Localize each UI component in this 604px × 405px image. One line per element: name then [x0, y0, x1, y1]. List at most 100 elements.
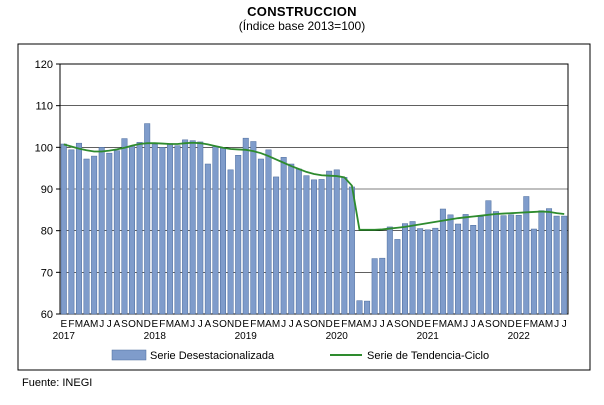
month-label: D [508, 319, 515, 330]
bar [492, 211, 499, 315]
year-label: 2022 [508, 331, 531, 342]
y-tick-label: 110 [35, 101, 53, 113]
month-label: O [219, 319, 227, 330]
month-label: D [144, 319, 151, 330]
chart-frame [17, 43, 591, 371]
month-label: N [500, 319, 507, 330]
bar [394, 239, 401, 315]
bar [561, 215, 568, 315]
trend-line [63, 141, 565, 231]
bar [538, 210, 545, 315]
month-label: M [545, 319, 553, 330]
month-label: N [318, 319, 325, 330]
month-label: J [190, 319, 195, 330]
bar [326, 170, 333, 315]
bar [424, 229, 431, 315]
bar [447, 214, 454, 315]
year-label: 2021 [417, 331, 440, 342]
month-label: M [454, 319, 462, 330]
month-label: M [257, 319, 265, 330]
bar [318, 179, 325, 315]
month-label: A [265, 319, 272, 330]
y-tick-label: 90 [41, 184, 53, 196]
month-label: M [272, 319, 280, 330]
month-label: J [281, 319, 286, 330]
month-label: F [68, 319, 74, 330]
bar [508, 214, 515, 315]
month-label: E [151, 319, 158, 330]
month-label: F [250, 319, 256, 330]
bar [333, 169, 340, 315]
bar [151, 144, 158, 315]
month-label: D [235, 319, 242, 330]
bar [546, 208, 553, 315]
month-label: E [242, 319, 249, 330]
bar [386, 226, 393, 315]
month-label: J [380, 319, 385, 330]
month-label: M [90, 319, 98, 330]
bar [371, 258, 378, 315]
bar [288, 163, 295, 315]
month-label: A [386, 319, 393, 330]
bar [379, 257, 386, 315]
bar [402, 223, 408, 315]
year-label: 2017 [53, 331, 76, 342]
month-label: A [477, 319, 484, 330]
bar [121, 138, 128, 315]
month-label: J [562, 319, 567, 330]
month-label: M [530, 319, 538, 330]
bar [553, 215, 560, 315]
month-label: J [471, 319, 476, 330]
month-label: M [439, 319, 447, 330]
bar [68, 149, 75, 315]
bar [159, 147, 166, 315]
month-label: J [554, 319, 559, 330]
bar [462, 214, 469, 315]
bar [242, 137, 249, 315]
month-label: E [333, 319, 340, 330]
month-label: J [463, 319, 468, 330]
bar [409, 221, 416, 315]
bar [144, 123, 151, 315]
month-label: A [83, 319, 90, 330]
bar [136, 142, 143, 315]
bar [523, 196, 530, 315]
bar [311, 179, 317, 315]
month-label: O [492, 319, 500, 330]
month-label: A [114, 319, 121, 330]
month-label: A [295, 319, 302, 330]
bar [197, 141, 204, 315]
bar [432, 227, 439, 315]
month-label: A [174, 319, 181, 330]
year-label: 2020 [326, 331, 349, 342]
month-label: E [515, 319, 522, 330]
month-label: O [128, 319, 136, 330]
bar [220, 147, 226, 315]
bar [295, 168, 302, 315]
bar [60, 143, 67, 315]
bar [91, 155, 98, 315]
legend-bar-swatch [111, 349, 147, 361]
month-label: F [341, 319, 347, 330]
bar [485, 200, 492, 315]
bar [113, 150, 120, 315]
bar [303, 175, 310, 315]
y-tick-label: 80 [41, 226, 53, 238]
bar [257, 158, 264, 315]
month-label: A [447, 319, 454, 330]
month-label: N [227, 319, 234, 330]
month-label: M [166, 319, 174, 330]
month-label: M [348, 319, 356, 330]
month-label: A [205, 319, 212, 330]
month-label: J [198, 319, 203, 330]
month-label: N [136, 319, 143, 330]
month-label: F [432, 319, 438, 330]
month-label: A [538, 319, 545, 330]
bar [477, 216, 484, 315]
bar [212, 146, 219, 315]
bar [182, 139, 189, 315]
bar [348, 186, 355, 315]
bar [500, 215, 507, 315]
bar [189, 140, 196, 315]
